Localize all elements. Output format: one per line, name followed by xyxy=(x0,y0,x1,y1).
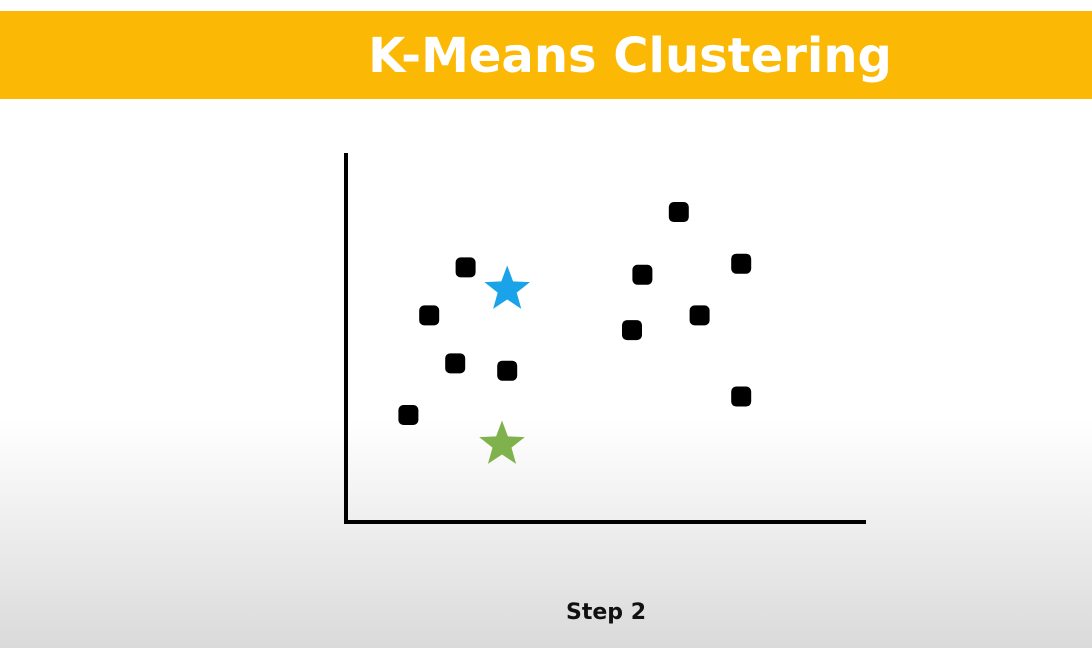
plot-axes xyxy=(344,153,866,524)
page-title: K-Means Clustering xyxy=(368,28,892,84)
data-point-8 xyxy=(689,305,710,326)
data-point-3 xyxy=(455,257,476,278)
data-point-2 xyxy=(445,353,466,374)
centroid-star-1 xyxy=(484,265,530,309)
data-point-9 xyxy=(731,253,752,274)
centroid-star-2 xyxy=(479,420,525,464)
data-point-6 xyxy=(632,264,653,285)
data-point-0 xyxy=(398,404,419,425)
data-point-1 xyxy=(419,305,440,326)
data-point-7 xyxy=(668,202,689,223)
title-banner: K-Means Clustering xyxy=(0,11,1092,99)
step-label: Step 2 xyxy=(566,600,646,625)
data-point-5 xyxy=(622,320,642,341)
data-point-4 xyxy=(497,360,518,381)
plot-marks xyxy=(398,202,752,464)
data-point-10 xyxy=(731,386,752,407)
